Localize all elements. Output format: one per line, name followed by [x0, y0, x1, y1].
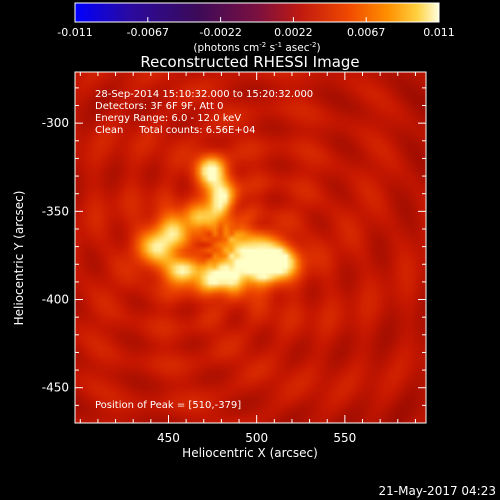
annotation-detectors: Detectors: 3F 6F 9F, Att 0: [95, 101, 223, 112]
y-axis-label: Heliocentric Y (arcsec): [12, 191, 26, 326]
colorbar-tick-label: -0.0067: [127, 26, 169, 39]
annotation-block: 28-Sep-2014 15:10:32.000 to 15:20:32.000…: [95, 89, 313, 136]
chart-title: Reconstructed RHESSI Image: [140, 53, 359, 71]
heatmap-image: [75, 72, 426, 423]
x-tick-label: 500: [245, 431, 268, 445]
x-tick-label: 550: [333, 431, 356, 445]
footer-date: 21-May-2017 04:23: [379, 484, 496, 498]
x-tick-label: 450: [157, 431, 180, 445]
colorbar-ticks: -0.011 -0.0067 -0.0022 0.0022 0.0067 0.011: [57, 17, 455, 39]
axis-ticks: 450 500 550 -300 -350 -400 -450: [42, 72, 426, 445]
colorbar-tick-label: 0.0067: [347, 26, 386, 39]
x-axis-label: Heliocentric X (arcsec): [182, 446, 318, 460]
plot-frame: [74, 71, 427, 424]
y-tick-label: -300: [42, 116, 69, 130]
colorbar-tick-label: 0.011: [423, 26, 455, 39]
annotation-time-range: 28-Sep-2014 15:10:32.000 to 15:20:32.000: [95, 89, 313, 100]
plot-area: 450 500 550 -300 -350 -400 -450: [42, 71, 427, 445]
annotation-energy-range: Energy Range: 6.0 - 12.0 keV: [95, 113, 241, 124]
colorbar: -0.011 -0.0067 -0.0022 0.0022 0.0067 0.011 (p…: [57, 2, 455, 54]
colorbar-tick-label: 0.0022: [274, 26, 313, 39]
peak-position-label: Position of Peak = [510,-379]: [95, 400, 241, 411]
colorbar-unit-label: (photons cm-2 s-1 asec-2): [193, 41, 320, 54]
colorbar-tick-label: -0.011: [57, 26, 92, 39]
y-tick-label: -450: [42, 381, 69, 395]
y-tick-label: -400: [42, 293, 69, 307]
annotation-total-counts: Clean Total counts: 6.56E+04: [95, 125, 255, 136]
y-tick-label: -350: [42, 204, 69, 218]
colorbar-tick-label: -0.0022: [199, 26, 241, 39]
colorbar-gradient: [74, 2, 440, 23]
